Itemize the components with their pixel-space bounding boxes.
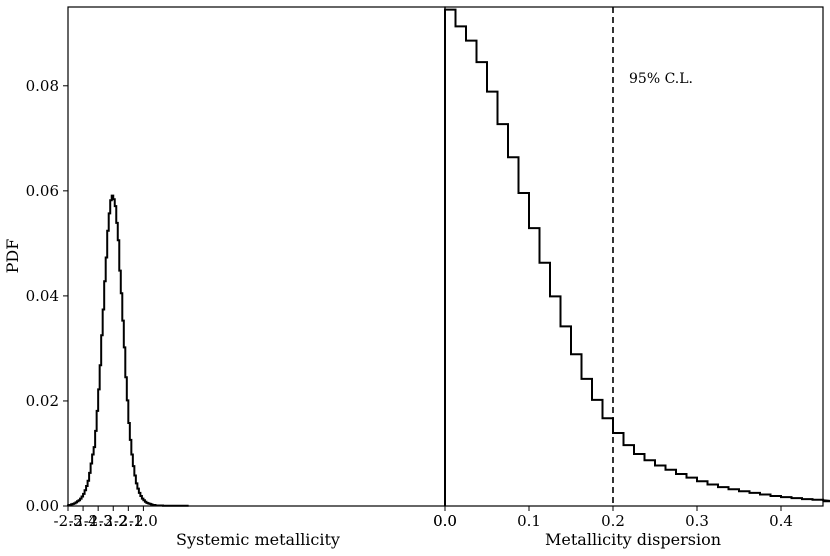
- y-tick-label: 0.02: [26, 392, 59, 410]
- right-x-axis-label: Metallicity dispersion: [545, 530, 721, 549]
- x-tick-label: -2.5: [54, 512, 83, 530]
- y-axis: 0.00 0.02 0.04 0.06 0.08: [26, 77, 68, 515]
- x-tick-label: -2.1: [114, 512, 143, 530]
- y-tick-label: 0.04: [26, 287, 59, 305]
- x-tick-label: 0.1: [517, 512, 541, 530]
- x-tick-label: 0.0: [433, 512, 457, 530]
- y-axis-label: PDF: [3, 239, 22, 274]
- confidence-limit-label: 95% C.L.: [629, 71, 693, 87]
- x-tick-label: -2.2: [99, 512, 128, 530]
- y-tick-label: 0.08: [26, 77, 59, 95]
- x-tick-label: 0.2: [601, 512, 625, 530]
- left-x-axis: -2.5-2.4-2.3-2.2-2.1-2.0 0.0: [54, 506, 457, 530]
- right-histogram-series: [444, 8, 830, 506]
- x-tick-label: -2.4: [69, 512, 98, 530]
- y-tick-label: 0.06: [26, 182, 59, 200]
- x-tick-label: -2.3: [84, 512, 113, 530]
- y-tick-label: 0.00: [26, 497, 59, 515]
- left-x-axis-label: Systemic metallicity: [176, 530, 340, 549]
- x-tick-label: 0.3: [685, 512, 709, 530]
- right-x-axis: 0.0 0.1 0.2 0.3 0.4: [433, 506, 793, 530]
- left-panel-frame: [67, 6, 446, 507]
- x-tick-label: -2.0: [129, 512, 158, 530]
- x-tick-label: 0.0: [433, 512, 457, 530]
- left-histogram-series: [67, 194, 189, 507]
- x-tick-label: 0.4: [769, 512, 793, 530]
